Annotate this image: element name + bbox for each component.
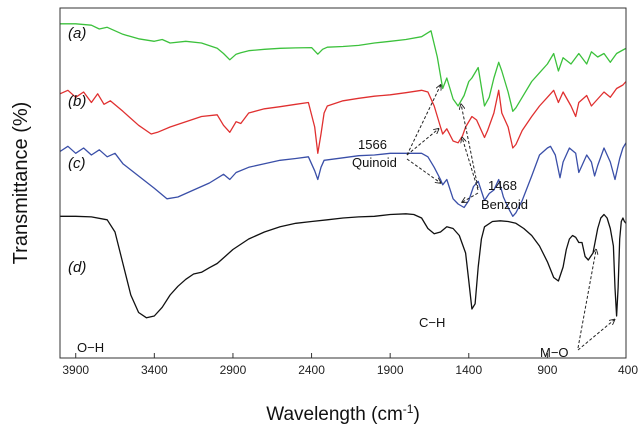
x-tick-label: 400 [618, 363, 638, 377]
annotation-benzoid-value: 1468 [488, 178, 517, 193]
x-tick-label: 3900 [62, 363, 89, 377]
spectrum-line-a [60, 23, 627, 112]
x-tick-label: 1400 [455, 363, 482, 377]
mo-arrow-a [577, 250, 596, 349]
x-axis-ticks: 3900 3400 2900 2400 1900 1400 900 400 [62, 353, 638, 377]
panel-label-c: (c) [68, 155, 86, 172]
x-tick-label: 3400 [141, 363, 168, 377]
panel-label-b: (b) [68, 93, 86, 110]
x-axis-label: Wavelength (cm-1) [266, 402, 420, 425]
mo-arrow-b [577, 320, 615, 351]
x-tick-label: 2900 [220, 363, 247, 377]
benzoid-arrow-a [461, 104, 479, 189]
annotation-arrows [406, 85, 615, 351]
x-axis-label-superscript: -1 [403, 402, 414, 416]
y-axis-label: Transmittance (%) [10, 102, 32, 265]
spectra-group [59, 23, 627, 319]
annotation-ch: C−H [419, 315, 445, 330]
annotation-quinoid-name: Quinoid [352, 155, 397, 170]
annotation-oh: O−H [77, 340, 104, 355]
x-axis-label-main: Wavelength (cm [266, 404, 403, 425]
quinoid-arrow-c [406, 158, 441, 183]
x-tick-label: 900 [537, 363, 557, 377]
x-axis-label-close: ) [413, 404, 419, 425]
plot-frame [59, 7, 627, 359]
annotation-mo: M−O [540, 345, 569, 360]
x-tick-label: 2400 [298, 363, 325, 377]
panel-label-a: (a) [68, 25, 86, 42]
benzoid-arrow-c [462, 192, 479, 202]
spectrum-line-d [60, 213, 627, 319]
panel-label-d: (d) [68, 259, 86, 276]
spectrum-line-c [59, 142, 627, 217]
x-tick-label: 1900 [377, 363, 404, 377]
spectrum-line-b [59, 81, 627, 154]
benzoid-arrow-b [462, 138, 479, 191]
quinoid-arrow-b [406, 129, 439, 156]
annotation-quinoid-value: 1566 [358, 137, 387, 152]
quinoid-arrow-a [406, 85, 441, 156]
annotation-benzoid-name: Benzoid [481, 197, 528, 212]
